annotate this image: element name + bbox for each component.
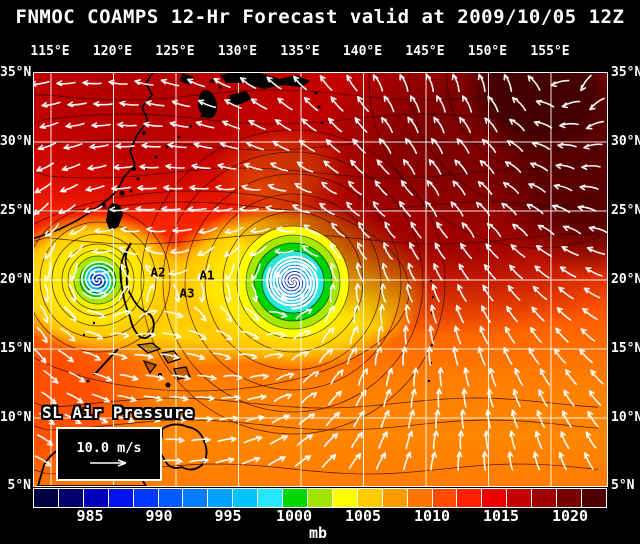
lon-axis-label: 130°E: [217, 44, 258, 59]
colorbar-tick-label: 990: [145, 507, 173, 525]
lon-axis-label: 135°E: [280, 44, 320, 59]
lon-axis-label: 125°E: [155, 44, 195, 59]
lat-axis-label-left: 5°N: [7, 478, 31, 493]
colorbar-cell: [482, 489, 507, 507]
lat-axis-label-right: 10°N: [611, 410, 640, 425]
field-label: SL Air Pressure: [42, 403, 194, 422]
colorbar-tick-label: 995: [214, 507, 242, 525]
colorbar-tick-label: 1000: [275, 507, 313, 525]
colorbar-cell: [158, 489, 183, 507]
colorbar-cell: [332, 489, 357, 507]
colorbar-cell: [83, 489, 108, 507]
chart-title: FNMOC COAMPS 12-Hr Forecast valid at 200…: [15, 6, 625, 28]
colorbar-tick-label: 1015: [482, 507, 520, 525]
lon-axis-label: 115°E: [30, 44, 70, 59]
lat-axis-label-left: 15°N: [0, 341, 32, 356]
lon-axis-label: 155°E: [530, 44, 570, 59]
lat-axis-label-left: 25°N: [0, 203, 32, 218]
annotation-a1: A1: [199, 267, 215, 283]
colorbar-cell: [133, 489, 158, 507]
colorbar-cell: [407, 489, 432, 507]
colorbar-tick-label: 985: [76, 507, 104, 525]
pressure-colorbar: [33, 488, 607, 508]
colorbar-cell: [258, 489, 283, 507]
colorbar-cell: [382, 489, 407, 507]
colorbar-cell: [34, 489, 58, 507]
lat-axis-label-right: 35°N: [611, 65, 640, 80]
annotation-a2: A2: [150, 264, 166, 280]
colorbar-cell: [581, 489, 606, 507]
lon-axis-label: 150°E: [467, 44, 508, 59]
wind-scale-legend: 10.0 m/s: [56, 427, 162, 481]
lon-axis-label: 120°E: [92, 44, 133, 59]
colorbar-cell: [457, 489, 482, 507]
lat-axis-label-right: 20°N: [611, 272, 640, 287]
colorbar-cell: [183, 489, 208, 507]
lat-axis-label-left: 30°N: [0, 134, 32, 149]
colorbar-tick-label: 1010: [413, 507, 451, 525]
lon-axis-label: 145°E: [405, 44, 445, 59]
colorbar-cell: [58, 489, 83, 507]
colorbar-unit: mb: [308, 524, 328, 542]
annotation-a3: A3: [179, 285, 195, 301]
colorbar-cell: [307, 489, 332, 507]
colorbar-cell: [357, 489, 382, 507]
lat-axis-label-left: 10°N: [0, 410, 32, 425]
lon-axis-label: 140°E: [342, 44, 383, 59]
colorbar-cell: [557, 489, 581, 507]
colorbar-tick-label: 1020: [551, 507, 589, 525]
colorbar-cell: [507, 489, 532, 507]
wind-scale-value: 10.0 m/s: [76, 440, 142, 456]
colorbar-cell: [283, 489, 307, 507]
lat-axis-label-right: 15°N: [611, 341, 640, 356]
lat-axis-label-left: 20°N: [0, 272, 32, 287]
colorbar-cell: [432, 489, 457, 507]
colorbar-tick-label: 1005: [344, 507, 382, 525]
colorbar-cell: [208, 489, 233, 507]
lat-axis-label-right: 5°N: [611, 478, 635, 493]
wind-reference-arrow-icon: [90, 459, 127, 467]
colorbar-cell: [233, 489, 258, 507]
pressure-map: A2 A1 A3: [33, 72, 608, 487]
lat-axis-label-right: 30°N: [611, 134, 640, 149]
colorbar-cell: [108, 489, 133, 507]
lat-axis-label-right: 25°N: [611, 203, 640, 218]
colorbar-cell: [532, 489, 557, 507]
lat-axis-label-left: 35°N: [0, 65, 32, 80]
map-canvas: [34, 73, 607, 486]
